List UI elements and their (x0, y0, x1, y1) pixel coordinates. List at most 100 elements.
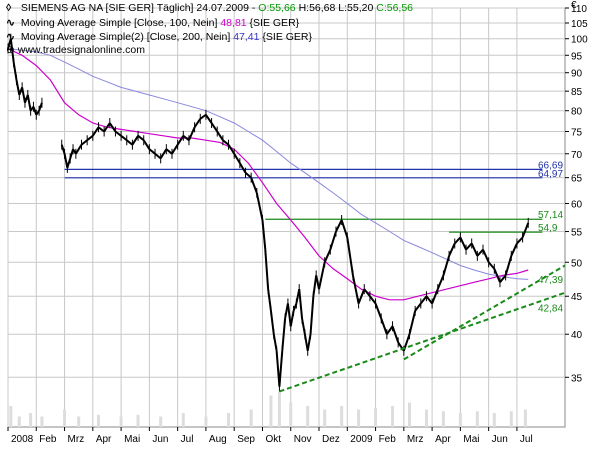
y-tick-label: 75 (571, 128, 583, 139)
price-segment (414, 302, 422, 312)
y-tick-label: 50 (571, 258, 583, 269)
grid-layer (7, 7, 566, 428)
price-segment (114, 130, 122, 137)
price-segment (154, 152, 162, 160)
y-tick-label: 95 (571, 51, 583, 62)
price-segment (91, 126, 100, 137)
y-tick-label: 45 (571, 292, 583, 303)
price-segment (386, 325, 394, 335)
price-segment (425, 295, 433, 305)
support-trend-line (403, 264, 566, 361)
price-segment (431, 288, 439, 304)
volume-bar (340, 406, 344, 427)
price-segment (176, 135, 185, 146)
price-segment (171, 144, 179, 155)
x-tick-label: Mrz (407, 434, 424, 445)
candle-icon: ◊ (6, 2, 12, 14)
price-segment (510, 243, 518, 257)
volume-bar (391, 406, 395, 427)
level-label: 66,69 (538, 160, 563, 171)
y-tick-label: 80 (571, 107, 583, 118)
volume-bar (269, 395, 273, 427)
ma100-line (7, 48, 529, 301)
price-segment (454, 236, 462, 245)
price-segment (516, 236, 524, 245)
volume-layer (9, 392, 527, 427)
price-segment (199, 113, 207, 120)
price-segment (210, 122, 219, 133)
line-icon: ∿ (6, 31, 15, 43)
x-tick-label: Mrz (68, 434, 85, 445)
volume-bar (323, 409, 327, 427)
trend-label: 42,84 (538, 304, 563, 315)
volume-bar (63, 409, 67, 427)
volume-bar (441, 411, 445, 427)
y-tick-label: 105 (571, 19, 588, 30)
price-segment (442, 255, 451, 276)
x-tick-label: Jun (492, 434, 508, 445)
price-segment (126, 139, 134, 146)
price-segment (335, 219, 343, 232)
price-segment (329, 231, 337, 250)
price-segment (108, 122, 117, 133)
volume-bar (136, 414, 140, 427)
price-segment (148, 148, 156, 155)
legend-ma200-suffix: {SIE GER} (262, 31, 312, 43)
volume-bar (249, 409, 253, 427)
plot-area (7, 7, 566, 428)
legend-ma100-suffix: {SIE GER} (249, 17, 300, 29)
trend-layer: 42,84 47,39 (279, 264, 566, 393)
price-segment (346, 237, 354, 276)
price-segment (351, 275, 360, 304)
volume-bar (357, 409, 361, 427)
price-segment (374, 303, 383, 319)
y-tick-label: 55 (571, 228, 583, 239)
trend-label: 47,39 (538, 275, 563, 286)
legend-ma100: ∿ Moving Average Simple [Close, 100, Nei… (6, 17, 299, 29)
y-tick-label: 100 (571, 35, 588, 46)
currency-label: € (571, 0, 577, 11)
y-tick-label: 70 (571, 150, 583, 161)
volume-bar (204, 416, 208, 427)
price-segment (227, 144, 236, 155)
price-segment (80, 139, 88, 146)
price-segment (182, 135, 190, 142)
price-segment (120, 135, 128, 142)
price-segment (205, 114, 213, 124)
x-tick-label: 2008 (11, 434, 34, 445)
x-tick-label: Sep (237, 434, 255, 445)
price-segment (233, 153, 241, 164)
price-segment (131, 135, 139, 146)
open-value: O:55,66 (258, 2, 296, 14)
price-segment (103, 122, 111, 133)
price-segment (222, 139, 230, 146)
price-segment (499, 274, 507, 283)
price-segment (380, 318, 388, 335)
price-segment (391, 325, 400, 343)
y-tick-label: 40 (571, 330, 583, 341)
x-tick-label: Feb (39, 434, 57, 445)
x-tick-label: Aug (209, 434, 227, 445)
legend-ma100-label: Moving Average Simple [Close, 100, Nein] (20, 17, 218, 29)
price-segment (476, 248, 484, 257)
x-tick-label: Apr (435, 434, 451, 445)
price-segment (75, 144, 83, 155)
legend-ma200-value: 47,41 (233, 31, 260, 43)
price-segment (465, 242, 473, 251)
volume-bar (306, 406, 310, 427)
x-tick-label: Jun (152, 434, 168, 445)
x-tick-label: Feb (379, 434, 397, 445)
price-segment (137, 135, 145, 142)
price-segment (357, 288, 366, 304)
x-tick-label: 2009 (350, 434, 373, 445)
price-segment (309, 296, 315, 335)
watermark-text: www.tradesignalonline.com (17, 44, 145, 56)
price-segment (281, 318, 287, 351)
x-tick-label: Apr (96, 434, 112, 445)
y-tick-label: 85 (571, 87, 583, 98)
price-segment (142, 139, 151, 150)
volume-bar (227, 413, 231, 427)
price-segment (188, 126, 196, 141)
legend-ma100-value: 48,81 (220, 17, 247, 29)
